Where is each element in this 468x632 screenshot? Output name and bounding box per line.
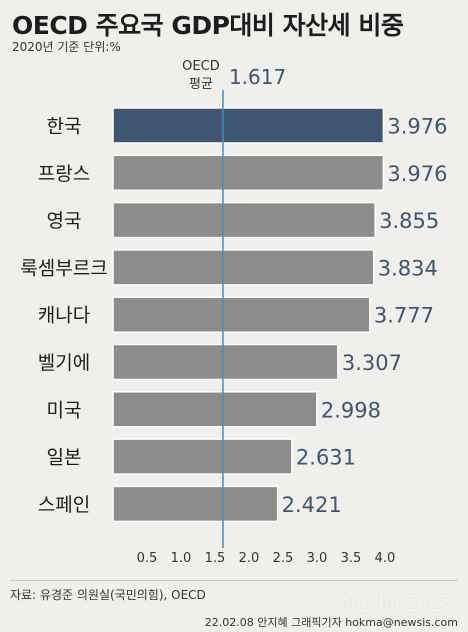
bar-4 [112,296,371,333]
bar-2 [112,201,376,239]
chart-subtitle: 2020년 기준 단위:% [12,40,121,54]
chart-title: OECD 주요국 GDP대비 자산세 비중 [12,11,404,40]
x-tick-label-6: 3.5 [341,551,362,566]
bar-5 [112,343,339,381]
bar-6 [112,391,318,428]
category-label-8: 스페인 [38,494,90,516]
reference-label-line2: 평균 [189,77,213,92]
category-label-5: 벨기에 [38,352,90,374]
value-label-5: 3.307 [342,351,402,375]
x-tick-label-1: 1.0 [171,551,192,566]
value-label-4: 3.777 [374,304,434,328]
x-tick-label-5: 3.0 [307,551,328,566]
bar-3 [112,249,375,286]
source-note: 자료: 유경준 의원실(국민의힘), OECD [10,588,206,602]
x-tick-label-7: 4.0 [375,551,396,566]
value-label-1: 3.976 [387,162,447,186]
bar-1 [112,154,385,192]
category-label-0: 한국 [47,116,82,138]
value-label-8: 2.421 [282,493,342,517]
category-label-3: 룩셈부르크 [20,257,107,279]
value-label-6: 2.998 [321,398,381,422]
newsis-watermark-logo: NEWSIS [337,590,450,618]
value-label-0: 3.976 [387,115,447,139]
category-label-6: 미국 [47,399,82,421]
category-label-1: 프랑스 [38,163,90,185]
category-label-2: 영국 [47,210,82,232]
value-label-3: 3.834 [378,256,438,280]
x-tick-label-0: 0.5 [137,551,158,566]
credit-note: 22.02.08 안지혜 그래픽기자 hokma@newsis.com [204,616,458,629]
x-tick-label-2: 1.5 [205,551,226,566]
reference-label-line1: OECD [182,59,220,74]
bar-7 [112,438,293,475]
bar-8 [112,485,279,523]
x-tick-label-3: 2.0 [239,551,260,566]
category-label-7: 일본 [47,447,82,469]
footer-divider [10,580,458,581]
value-label-7: 2.631 [296,446,356,470]
bar-0 [112,107,385,144]
x-tick-label-4: 2.5 [273,551,294,566]
reference-value-label: 1.617 [229,65,286,89]
category-label-4: 캐나다 [38,305,90,327]
value-label-2: 3.855 [379,209,439,233]
